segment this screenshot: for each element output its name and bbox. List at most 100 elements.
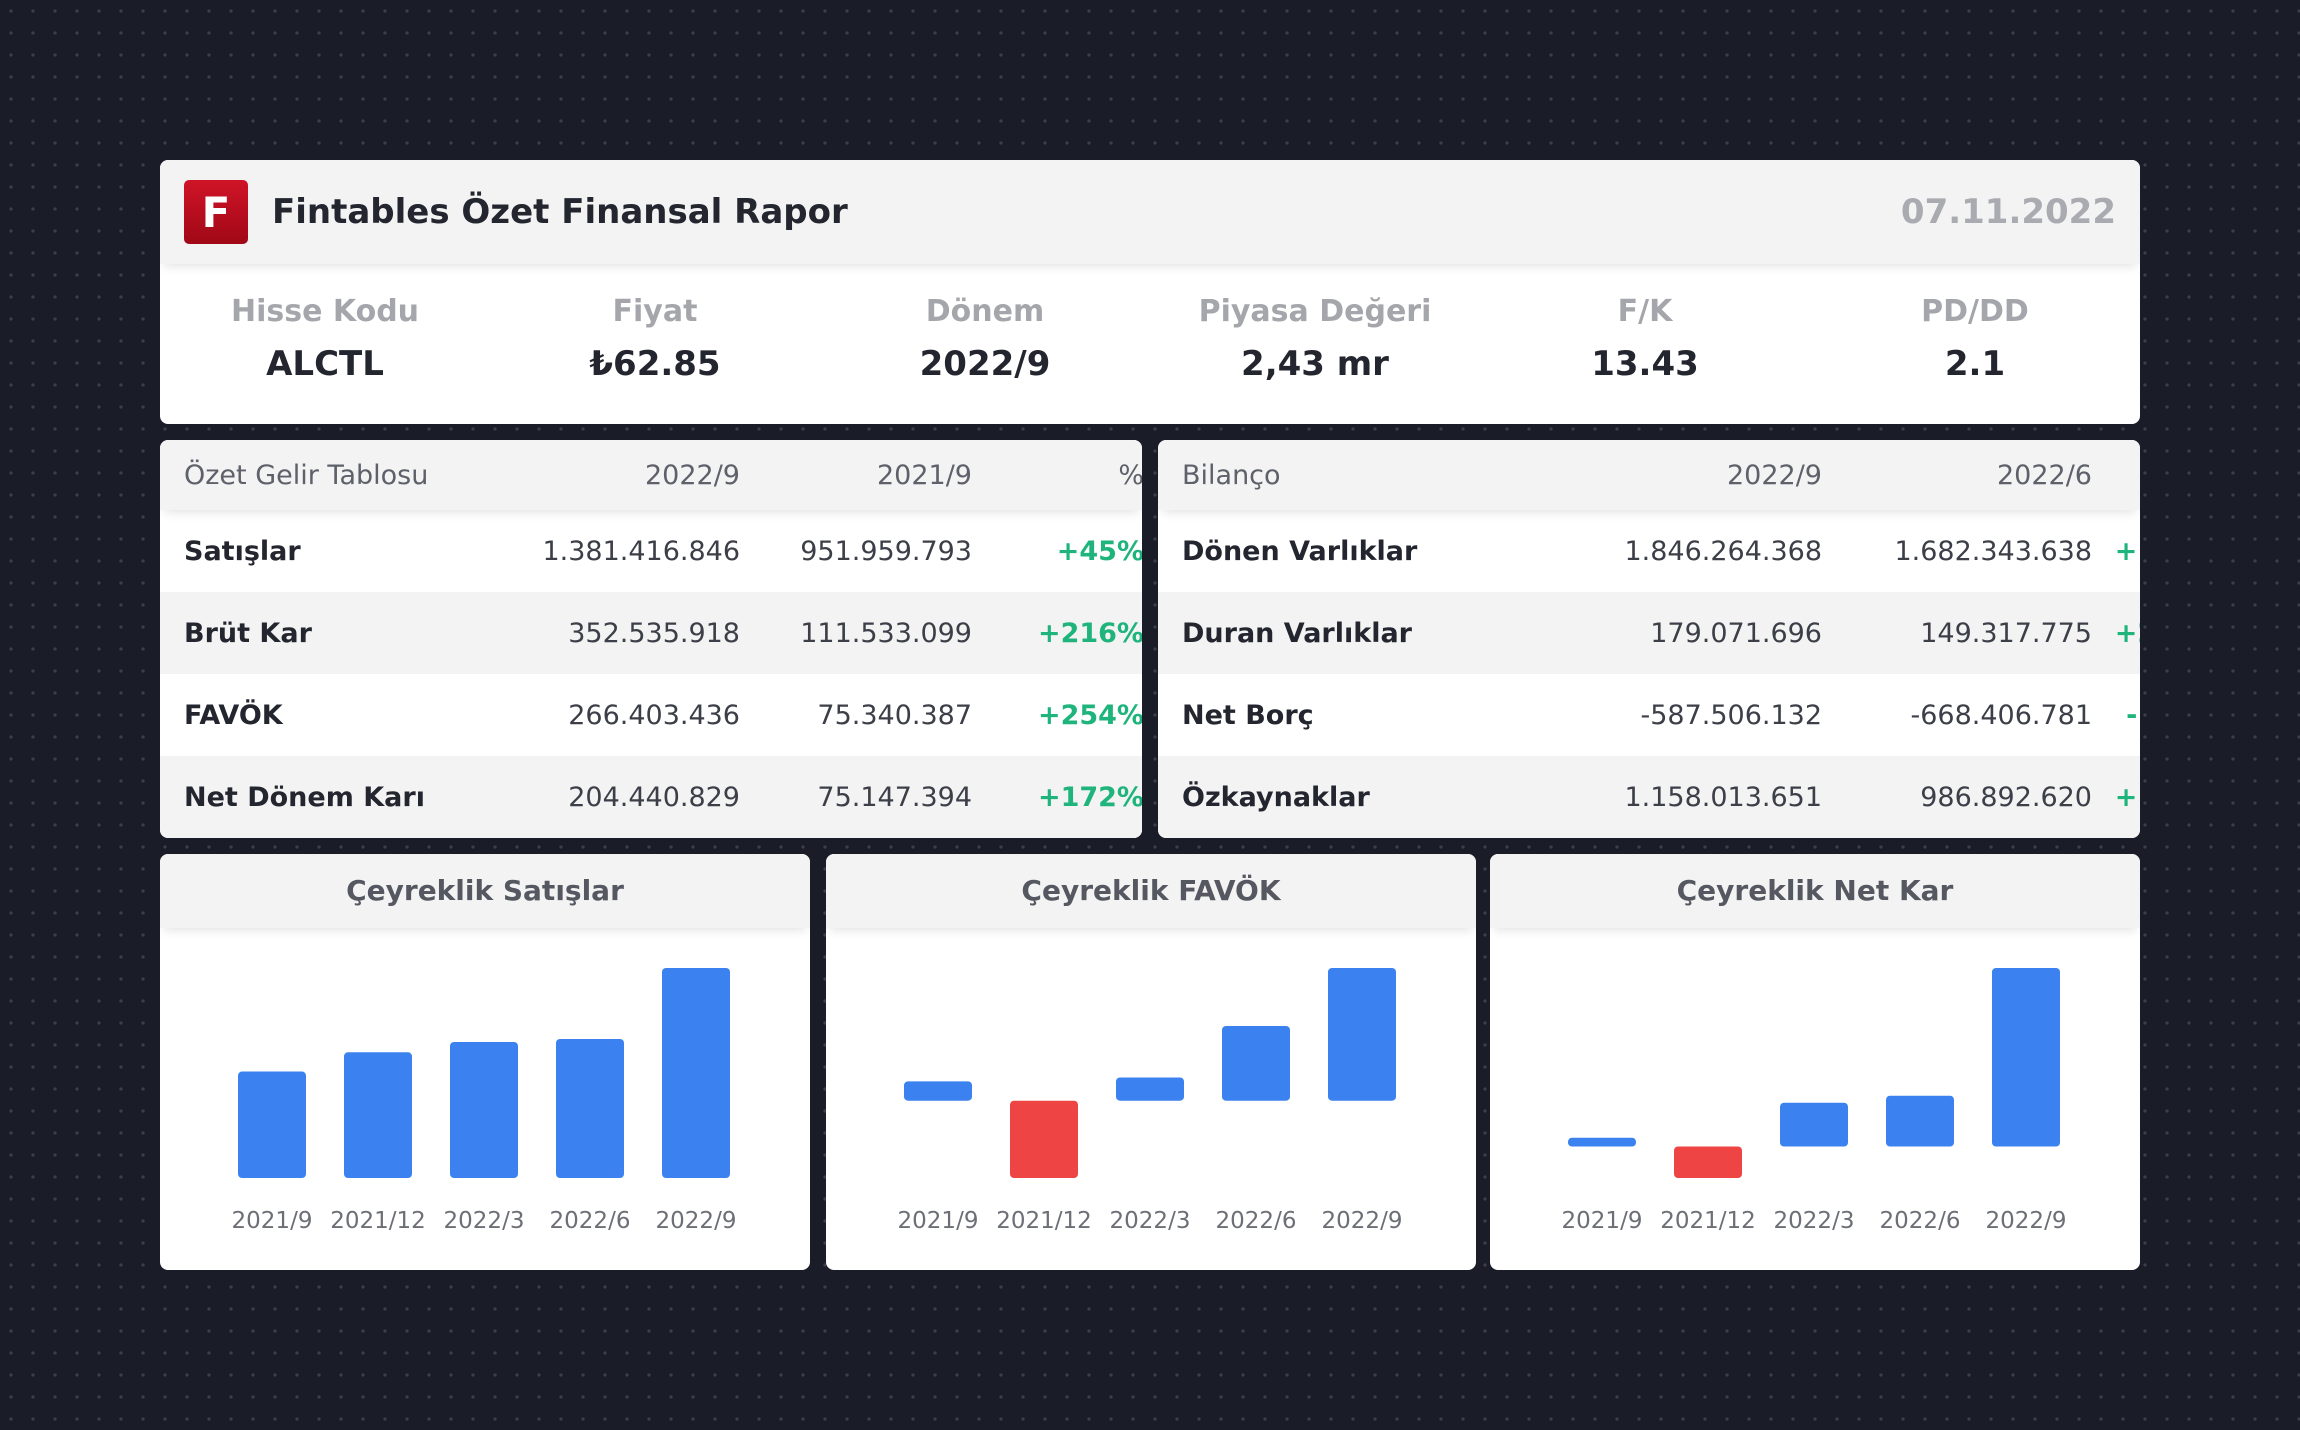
x-tick-label: 2021/12 xyxy=(1660,1208,1756,1234)
metric-label: PD/DD xyxy=(1921,294,2029,329)
x-tick-label: 2022/6 xyxy=(1880,1208,1961,1234)
metric-label: F/K xyxy=(1617,294,1673,329)
chart-bar-2021-9 xyxy=(238,1071,306,1178)
metric-pb: PD/DD 2.1 xyxy=(1810,264,2140,424)
x-tick-label: 2022/6 xyxy=(550,1208,631,1234)
chart-title: Çeyreklik Net Kar xyxy=(1490,854,2140,928)
chart-bar-2022-3 xyxy=(1780,1102,1848,1147)
chart-bar-2022-9 xyxy=(1328,968,1396,1101)
column-header: 2022/9 xyxy=(1727,459,1822,491)
table-row: Brüt Kar 352.535.918 111.533.099 +216% xyxy=(160,592,1142,674)
chart-bar-2021-12 xyxy=(1010,1100,1078,1178)
row-label: Net Dönem Karı xyxy=(184,781,425,813)
x-tick-label: 2021/12 xyxy=(330,1208,426,1234)
chart-bar-2021-9 xyxy=(904,1081,972,1101)
chart-title: Çeyreklik Satışlar xyxy=(160,854,810,928)
chart-bar-2021-12 xyxy=(344,1052,412,1178)
cell-value: 951.959.793 xyxy=(800,535,972,567)
metric-value: 2.1 xyxy=(1944,344,2006,384)
row-label: Özkaynaklar xyxy=(1182,781,1370,813)
chart-title: Çeyreklik FAVÖK xyxy=(826,854,1476,928)
row-label: Dönen Varlıklar xyxy=(1182,535,1418,567)
column-header: % xyxy=(2092,460,2140,491)
x-tick-label: 2022/9 xyxy=(656,1208,737,1234)
metric-value: 13.43 xyxy=(1591,344,1699,384)
table-row: Dönen Varlıklar 1.846.264.368 1.682.343.… xyxy=(1158,510,2140,592)
row-label: Net Borç xyxy=(1182,699,1314,731)
chart-plot: 2021/9 2021/12 2022/3 2022/6 2022/9 xyxy=(1562,968,2067,1234)
row-label: Satışlar xyxy=(184,535,301,567)
x-tick-label: 2022/3 xyxy=(1110,1208,1191,1234)
metric-label: Piyasa Değeri xyxy=(1198,294,1432,329)
x-tick-label: 2021/9 xyxy=(898,1208,979,1234)
column-header: 2022/9 xyxy=(645,459,740,491)
chart-bar-2021-12 xyxy=(1674,1146,1742,1178)
cell-value: -587.506.132 xyxy=(1640,699,1822,731)
metric-label: Dönem xyxy=(925,294,1045,329)
income-statement-table: Özet Gelir Tablosu 2022/9 2021/9 % Satış… xyxy=(160,440,1142,838)
cell-value: 1.682.343.638 xyxy=(1894,535,2092,567)
cell-value: 149.317.775 xyxy=(1920,617,2092,649)
cell-value: 1.158.013.651 xyxy=(1624,781,1822,813)
chart-bar-2021-9 xyxy=(1568,1137,1636,1147)
report-header: F Fintables Özet Finansal Rapor 07.11.20… xyxy=(160,160,2140,264)
report-date: 07.11.2022 xyxy=(1900,192,2116,232)
metric-value: ALCTL xyxy=(266,344,384,384)
table-row: FAVÖK 266.403.436 75.340.387 +254% xyxy=(160,674,1142,756)
column-header: Bilanço xyxy=(1182,459,1281,491)
change-percent: +20% xyxy=(2114,617,2140,649)
row-label: FAVÖK xyxy=(184,699,283,731)
x-tick-label: 2022/9 xyxy=(1986,1208,2067,1234)
x-tick-label: 2022/3 xyxy=(1774,1208,1855,1234)
key-metrics: Hisse Kodu ALCTL Fiyat ₺62.85 Dönem 2022… xyxy=(160,264,2140,424)
metric-value: 2,43 mr xyxy=(1241,344,1389,384)
cell-value: 352.535.918 xyxy=(568,617,740,649)
table-row: Satışlar 1.381.416.846 951.959.793 +45% xyxy=(160,510,1142,592)
cell-value: 1.846.264.368 xyxy=(1624,535,1822,567)
table-row: Duran Varlıklar 179.071.696 149.317.775 … xyxy=(1158,592,2140,674)
x-tick-label: 2021/9 xyxy=(232,1208,313,1234)
column-header: % xyxy=(1118,459,1142,491)
quarterly-net-profit-chart: Çeyreklik Net Kar 2021/9 2021/12 2022/3 202… xyxy=(1490,854,2140,1270)
chart-bar-2022-3 xyxy=(450,1041,518,1178)
chart-bar-2022-3 xyxy=(1116,1077,1184,1101)
change-percent: +254% xyxy=(1037,699,1142,731)
change-percent: +216% xyxy=(1037,617,1142,649)
metric-price: Fiyat ₺62.85 xyxy=(490,264,820,424)
metric-pe: F/K 13.43 xyxy=(1480,264,1810,424)
metric-market-cap: Piyasa Değeri 2,43 mr xyxy=(1150,264,1480,424)
x-tick-label: 2022/3 xyxy=(444,1208,525,1234)
metric-value: 2022/9 xyxy=(919,344,1051,384)
column-header: Özet Gelir Tablosu xyxy=(184,459,429,491)
change-percent: +17% xyxy=(2114,781,2140,813)
table-header: Bilanço 2022/9 2022/6 % xyxy=(1158,440,2140,510)
cell-value: 266.403.436 xyxy=(568,699,740,731)
table-row: Net Borç -587.506.132 -668.406.781 -12% xyxy=(1158,674,2140,756)
row-label: Duran Varlıklar xyxy=(1182,617,1413,649)
metric-label: Fiyat xyxy=(612,294,698,329)
cell-value: 75.340.387 xyxy=(817,699,972,731)
summary-header-card: F Fintables Özet Finansal Rapor 07.11.20… xyxy=(160,160,2140,424)
chart-plot: 2021/9 2021/12 2022/3 2022/6 2022/9 xyxy=(232,968,737,1234)
cell-value: 179.071.696 xyxy=(1650,617,1822,649)
row-label: Brüt Kar xyxy=(184,617,312,649)
chart-bar-2022-9 xyxy=(1992,968,2060,1147)
x-tick-label: 2021/12 xyxy=(996,1208,1092,1234)
metric-period: Dönem 2022/9 xyxy=(820,264,1150,424)
metric-ticker: Hisse Kodu ALCTL xyxy=(160,264,490,424)
change-percent: +10% xyxy=(2114,535,2140,567)
quarterly-sales-chart: Çeyreklik Satışlar 2021/9 2021/12 2022/3 20… xyxy=(160,854,810,1270)
cell-value: 111.533.099 xyxy=(800,617,972,649)
chart-bar-2022-6 xyxy=(1886,1095,1954,1147)
cell-value: 1.381.416.846 xyxy=(542,535,740,567)
cell-value: 986.892.620 xyxy=(1920,781,2092,813)
table-row: Net Dönem Karı 204.440.829 75.147.394 +1… xyxy=(160,756,1142,838)
table-row: Özkaynaklar 1.158.013.651 986.892.620 +1… xyxy=(1158,756,2140,838)
cell-value: -668.406.781 xyxy=(1910,699,2092,731)
quarterly-ebitda-chart: Çeyreklik FAVÖK 2021/9 2021/12 2022/3 2022/… xyxy=(826,854,1476,1270)
chart-bar-2022-9 xyxy=(662,968,730,1178)
cell-value: 204.440.829 xyxy=(568,781,740,813)
x-tick-label: 2022/6 xyxy=(1216,1208,1297,1234)
x-tick-label: 2021/9 xyxy=(1562,1208,1643,1234)
change-percent: -12% xyxy=(2126,699,2140,731)
